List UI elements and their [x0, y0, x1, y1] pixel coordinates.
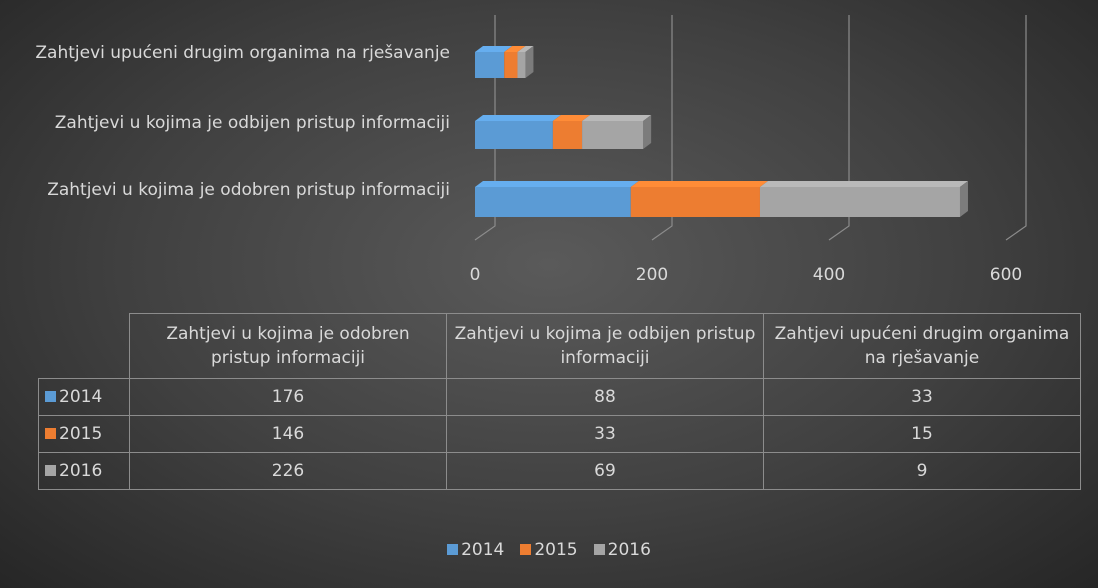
table-row: 2016 226 69 9	[38, 452, 1081, 490]
data-table: Zahtjevi u kojima je odobren pristup inf…	[38, 313, 1081, 490]
table-cell: 69	[446, 452, 764, 490]
table-cell: 33	[446, 415, 764, 453]
bar-top	[552, 115, 591, 121]
table-header-row: Zahtjevi u kojima je odobren pristup inf…	[38, 313, 1081, 379]
legend-label: 2015	[534, 540, 578, 560]
bar-side	[643, 115, 652, 149]
bar-top	[582, 115, 652, 121]
table-row-name: 2014	[59, 387, 103, 407]
legend-item: 2014	[447, 540, 504, 560]
bar-top	[504, 46, 526, 52]
table-row: 2015 146 33 15	[38, 415, 1081, 453]
bar-segment	[517, 46, 534, 78]
table-corner	[38, 313, 130, 379]
x-tick-label: 400	[813, 265, 845, 285]
table-header: Zahtjevi upućeni drugim organima na rješ…	[763, 313, 1081, 379]
bar	[552, 121, 583, 149]
table-row-name: 2015	[59, 424, 103, 444]
legend-swatch	[45, 391, 56, 402]
bar-segment	[475, 115, 561, 149]
bar-side	[959, 181, 968, 217]
plot: 0 200 400 600	[470, 15, 1027, 285]
bar-top	[517, 46, 534, 52]
legend-label: 2016	[607, 540, 651, 560]
table-row-key: 2016	[38, 452, 130, 490]
legend-swatch	[520, 544, 532, 555]
legend-item: 2015	[520, 540, 578, 560]
legend-label: 2014	[461, 540, 505, 560]
bar	[759, 187, 960, 217]
table-row: 2014 176 88 33	[38, 378, 1081, 416]
bar-top	[475, 46, 513, 52]
bar	[517, 52, 526, 78]
bar	[630, 187, 760, 217]
table-cell: 146	[129, 415, 447, 453]
grid-line	[828, 15, 850, 241]
bar	[475, 52, 505, 78]
table-header: Zahtjevi u kojima je odobren pristup inf…	[129, 313, 447, 379]
bar-segment	[475, 181, 639, 217]
bar-top	[759, 181, 968, 187]
legend-swatch	[45, 428, 56, 439]
grid-line	[1005, 15, 1027, 241]
legend-item: 2016	[593, 540, 651, 560]
table-cell: 226	[129, 452, 447, 490]
table-cell: 176	[129, 378, 447, 416]
bar-segment	[504, 46, 526, 78]
bar	[504, 52, 518, 78]
bar	[475, 187, 631, 217]
bar-segment	[475, 46, 513, 78]
table-header: Zahtjevi u kojima je odbijen pristup inf…	[446, 313, 764, 379]
bar-segment	[759, 181, 968, 217]
bar-side	[525, 46, 534, 78]
legend-swatch	[447, 544, 459, 555]
y-tick-label: Zahtjevi u kojima je odbijen pristup inf…	[54, 113, 450, 133]
bar-segment	[630, 181, 768, 217]
legend: 2014 2015 2016	[0, 540, 1098, 560]
y-tick-label: Zahtjevi upućeni drugim organima na rješ…	[35, 43, 450, 63]
grid-line	[651, 15, 673, 241]
legend-swatch	[45, 465, 56, 476]
table-cell: 15	[763, 415, 1081, 453]
bar	[475, 121, 553, 149]
bar	[582, 121, 644, 149]
grid-line	[474, 15, 496, 241]
bar-segment	[552, 115, 591, 149]
bar-top	[630, 181, 768, 187]
table-row-name: 2016	[59, 461, 103, 481]
legend-swatch	[593, 544, 605, 555]
x-tick-label: 200	[636, 265, 668, 285]
bar-segment	[582, 115, 652, 149]
y-tick-label: Zahtjevi u kojima je odobren pristup inf…	[47, 180, 450, 200]
table-cell: 88	[446, 378, 764, 416]
bar-top	[475, 115, 561, 121]
x-tick-label: 600	[990, 265, 1022, 285]
table-row-key: 2014	[38, 378, 130, 416]
x-tick-label: 0	[470, 265, 481, 285]
table-cell: 9	[763, 452, 1081, 490]
table-row-key: 2015	[38, 415, 130, 453]
bar-top	[475, 181, 639, 187]
table-cell: 33	[763, 378, 1081, 416]
